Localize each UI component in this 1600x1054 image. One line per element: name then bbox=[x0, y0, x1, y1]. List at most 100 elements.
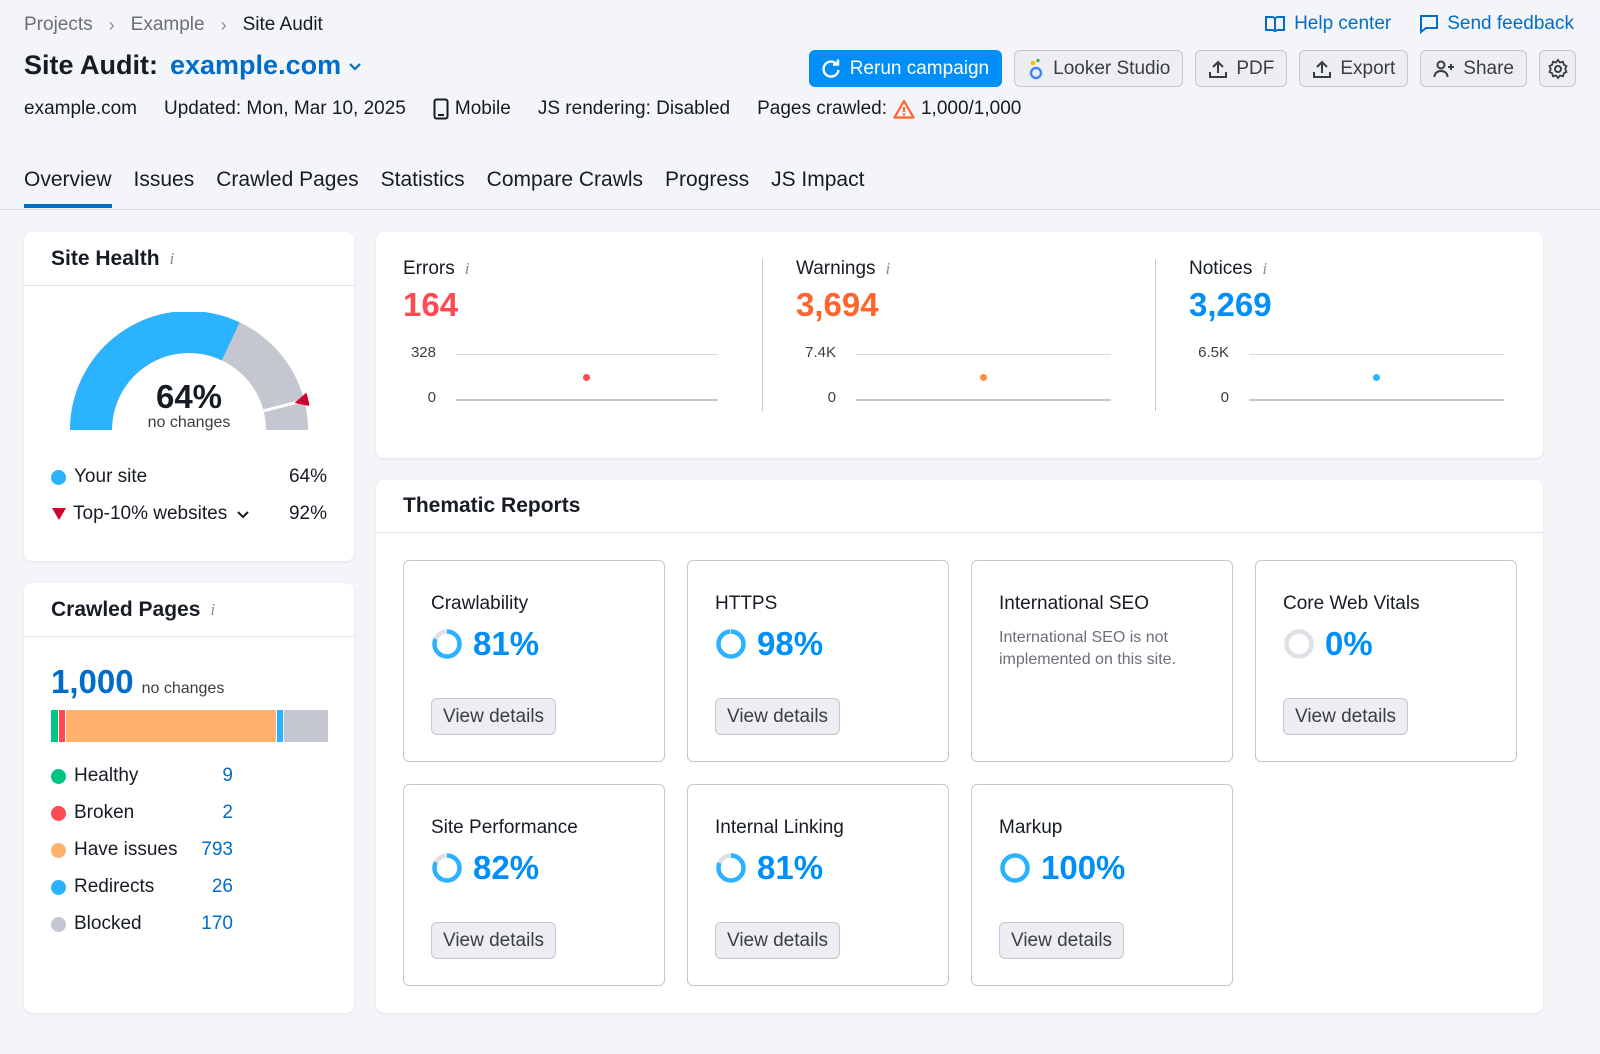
breadcrumb-projects[interactable]: Projects bbox=[24, 14, 93, 35]
breadcrumb-example[interactable]: Example bbox=[130, 14, 205, 35]
notices-value[interactable]: 3,269 bbox=[1189, 286, 1272, 323]
view-details-button[interactable]: View details bbox=[999, 922, 1125, 959]
info-icon[interactable]: i bbox=[210, 599, 216, 619]
tab-divider bbox=[0, 209, 1600, 210]
report-name: Core Web Vitals bbox=[1283, 593, 1420, 614]
your-site-dot bbox=[51, 469, 66, 485]
healthy-dot bbox=[51, 768, 66, 784]
row-blocked-value[interactable]: 170 bbox=[201, 913, 233, 934]
page-title: Site Audit: example.com bbox=[24, 50, 363, 81]
crawled-pages-total-value[interactable]: 1,000 bbox=[51, 663, 134, 700]
warnings-trend-chart: 7.4K 0 bbox=[776, 344, 1136, 424]
row-redirects[interactable]: Redirects 26 bbox=[51, 876, 233, 898]
tab-js-impact[interactable]: JS Impact bbox=[771, 168, 865, 191]
tab-bar: Overview Issues Crawled Pages Statistics… bbox=[24, 168, 864, 208]
row-redirects-value[interactable]: 26 bbox=[211, 876, 233, 897]
view-details-button[interactable]: View details bbox=[431, 922, 557, 959]
row-have-issues-value[interactable]: 793 bbox=[201, 839, 233, 860]
report-https: HTTPS 98% View details bbox=[687, 560, 949, 762]
info-icon[interactable]: i bbox=[464, 259, 470, 278]
crawled-pages-header: Crawled Pages i bbox=[24, 583, 354, 637]
view-details-button[interactable]: View details bbox=[1283, 698, 1409, 735]
meta-pages-value: 1,000/1,000 bbox=[920, 98, 1022, 119]
top-10-marker bbox=[294, 392, 309, 407]
send-feedback-label: Send feedback bbox=[1447, 13, 1574, 34]
chevron-down-icon bbox=[349, 62, 361, 71]
domain-selector[interactable]: example.com bbox=[170, 50, 363, 81]
site-health-sub: no changes bbox=[147, 414, 231, 431]
report-internal-linking: Internal Linking 81% View details bbox=[687, 784, 949, 986]
looker-studio-button[interactable]: Looker Studio bbox=[1014, 50, 1184, 87]
grid-line bbox=[856, 399, 1111, 401]
tab-compare-crawls[interactable]: Compare Crawls bbox=[486, 168, 644, 191]
bar-segment-blocked[interactable] bbox=[282, 710, 329, 742]
tab-progress[interactable]: Progress bbox=[665, 168, 750, 191]
help-center-link[interactable]: Help center bbox=[1264, 13, 1391, 35]
crawled-pages-sub: no changes bbox=[141, 680, 225, 697]
legend-your-site-value: 64% bbox=[288, 466, 327, 487]
share-button[interactable]: Share bbox=[1420, 50, 1527, 87]
tab-statistics[interactable]: Statistics bbox=[380, 168, 465, 191]
bar-segment-have-issues[interactable] bbox=[64, 710, 276, 742]
tab-overview[interactable]: Overview bbox=[24, 168, 112, 208]
chevron-right-icon: › bbox=[220, 14, 227, 35]
send-feedback-link[interactable]: Send feedback bbox=[1419, 13, 1574, 35]
mobile-icon bbox=[433, 98, 449, 120]
row-broken-value[interactable]: 2 bbox=[222, 802, 233, 823]
tab-issues[interactable]: Issues bbox=[133, 168, 195, 191]
info-icon[interactable]: i bbox=[885, 259, 891, 278]
site-health-value: 64% bbox=[155, 378, 223, 415]
ring-track bbox=[1284, 629, 1314, 659]
broken-dot bbox=[51, 805, 66, 821]
warnings-point bbox=[980, 374, 987, 381]
report-crawlability: Crawlability 81% View details bbox=[403, 560, 665, 762]
report-name: Markup bbox=[999, 817, 1063, 838]
progress-ring-icon bbox=[716, 853, 746, 883]
notices-label: Notices bbox=[1189, 258, 1253, 279]
upload-icon bbox=[1313, 60, 1332, 78]
site-health-card: Site Health i 64% no changes Your site 6… bbox=[24, 232, 354, 561]
share-label: Share bbox=[1463, 57, 1514, 79]
notices-block: Notices i 3,269 bbox=[1189, 258, 1529, 324]
ring-fill bbox=[1000, 853, 1030, 883]
tab-crawled-pages[interactable]: Crawled Pages bbox=[216, 168, 359, 191]
pdf-button[interactable]: PDF bbox=[1195, 50, 1288, 87]
notices-trend-chart: 6.5K 0 bbox=[1169, 344, 1529, 424]
settings-button[interactable] bbox=[1539, 50, 1576, 87]
row-blocked-label: Blocked bbox=[74, 913, 142, 934]
refresh-icon bbox=[822, 59, 840, 78]
redirects-dot bbox=[51, 879, 66, 895]
view-details-button[interactable]: View details bbox=[715, 698, 841, 735]
report-site-performance: Site Performance 82% View details bbox=[403, 784, 665, 986]
site-health-title: Site Health bbox=[51, 246, 160, 270]
info-icon[interactable]: i bbox=[169, 248, 175, 268]
grid-line bbox=[456, 399, 718, 401]
row-healthy-value[interactable]: 9 bbox=[222, 765, 233, 786]
row-redirects-label: Redirects bbox=[74, 876, 155, 897]
gauge-fill bbox=[70, 312, 240, 431]
warnings-value[interactable]: 3,694 bbox=[796, 286, 879, 323]
view-details-button[interactable]: View details bbox=[431, 698, 557, 735]
top-links: Help center Send feedback bbox=[1264, 13, 1574, 35]
errors-block: Errors i 164 bbox=[403, 258, 743, 324]
view-details-button[interactable]: View details bbox=[715, 922, 841, 959]
rerun-campaign-button[interactable]: Rerun campaign bbox=[808, 50, 1003, 87]
row-blocked[interactable]: Blocked 170 bbox=[51, 913, 233, 935]
grid-line bbox=[1249, 399, 1504, 401]
row-have-issues[interactable]: Have issues 793 bbox=[51, 839, 233, 861]
info-icon[interactable]: i bbox=[1262, 259, 1268, 278]
bar-segment-redirects[interactable] bbox=[275, 710, 283, 742]
report-name: Crawlability bbox=[431, 593, 529, 614]
errors-value[interactable]: 164 bbox=[403, 286, 459, 323]
legend-top-10: Top-10% websites 92% bbox=[51, 503, 327, 525]
export-button[interactable]: Export bbox=[1299, 50, 1409, 87]
chevron-down-icon[interactable] bbox=[235, 506, 251, 522]
bar-segment-healthy[interactable] bbox=[51, 710, 58, 742]
bar-segment-broken[interactable] bbox=[57, 710, 65, 742]
warnings-ymin: 0 bbox=[827, 389, 836, 406]
row-healthy[interactable]: Healthy 9 bbox=[51, 765, 233, 787]
row-broken[interactable]: Broken 2 bbox=[51, 802, 233, 824]
meta-pages-crawled: Pages crawled: 1,000/1,000 bbox=[757, 98, 1021, 120]
blocked-dot bbox=[51, 916, 66, 932]
crawled-pages-title: Crawled Pages bbox=[51, 597, 201, 621]
